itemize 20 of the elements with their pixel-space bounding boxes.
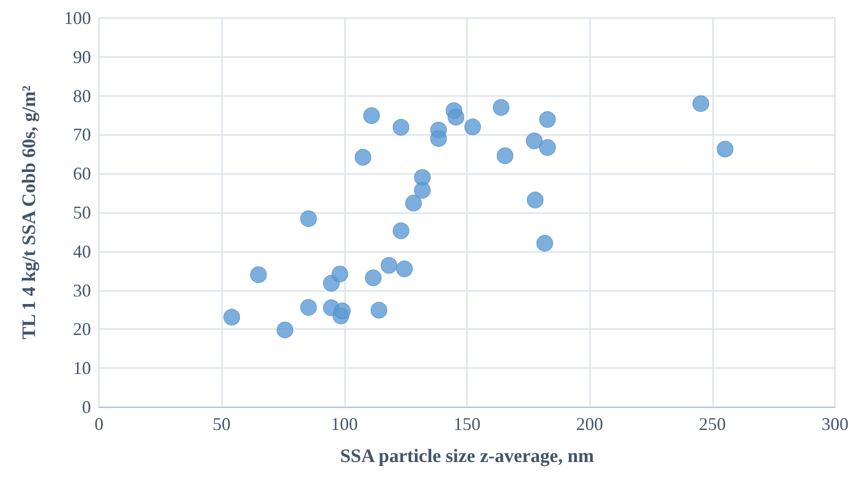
x-axis-title: SSA particle size z-average, nm bbox=[340, 446, 594, 467]
y-tick-label: 10 bbox=[73, 358, 91, 378]
y-tick-label: 80 bbox=[73, 86, 91, 106]
y-tick-label: 50 bbox=[73, 202, 91, 222]
y-tick-label: 60 bbox=[73, 164, 91, 184]
x-tick-label: 50 bbox=[212, 414, 231, 434]
y-tick-label: 100 bbox=[64, 8, 91, 28]
y-tick-label: 30 bbox=[73, 280, 91, 300]
y-tick-label: 70 bbox=[73, 124, 91, 145]
x-tick-label: 300 bbox=[822, 414, 848, 434]
x-tick-label: 100 bbox=[330, 414, 358, 434]
x-tick-label: 150 bbox=[454, 414, 480, 434]
x-tick-label: 200 bbox=[576, 414, 604, 434]
y-tick-label: 0 bbox=[82, 397, 91, 417]
y-tick-label: 20 bbox=[73, 319, 91, 340]
y-tick-label: 40 bbox=[73, 241, 91, 262]
y-tick-label: 90 bbox=[73, 46, 91, 67]
y-axis-title: TL 1 4 kg/t SSA Cobb 60s, g/m² bbox=[19, 85, 40, 340]
x-tick-label: 250 bbox=[698, 414, 726, 434]
x-tick-label: 0 bbox=[94, 414, 104, 434]
